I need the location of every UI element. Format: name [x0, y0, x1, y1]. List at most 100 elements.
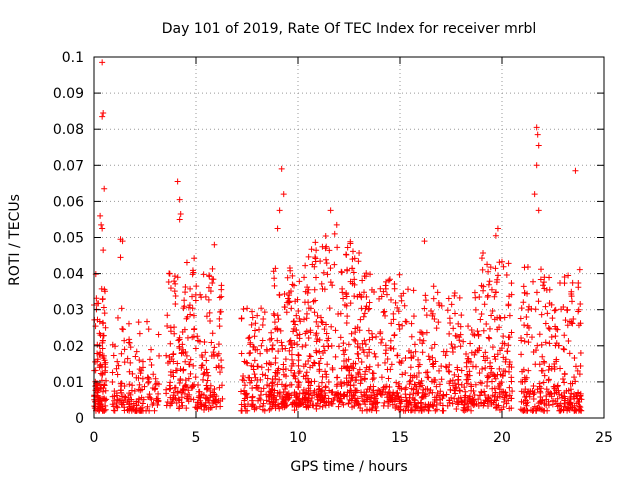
data-point	[411, 397, 418, 404]
data-point	[535, 207, 542, 214]
data-point	[259, 337, 266, 344]
data-point	[259, 371, 266, 378]
data-point	[213, 393, 220, 400]
data-point	[280, 361, 287, 368]
data-point	[376, 295, 383, 302]
data-point	[551, 383, 558, 390]
data-point	[445, 368, 452, 375]
data-point	[487, 264, 494, 271]
data-point	[118, 305, 125, 312]
data-point	[381, 359, 388, 366]
data-point	[500, 354, 507, 361]
data-point	[98, 285, 105, 292]
data-point	[533, 162, 540, 169]
data-point	[145, 379, 152, 386]
data-point	[322, 383, 329, 390]
data-point	[99, 388, 106, 395]
data-point	[518, 351, 525, 358]
data-point	[260, 400, 267, 407]
data-point	[245, 335, 252, 342]
data-point	[478, 255, 485, 262]
data-point	[126, 368, 133, 375]
data-point	[168, 356, 175, 363]
data-point	[576, 406, 583, 413]
data-point	[467, 359, 474, 366]
data-point	[262, 372, 269, 379]
data-point	[544, 310, 551, 317]
data-point	[333, 374, 340, 381]
data-point	[304, 284, 311, 291]
data-point	[502, 358, 509, 365]
data-point	[446, 361, 453, 368]
data-point	[371, 395, 378, 402]
data-point	[291, 373, 298, 380]
data-point	[576, 395, 583, 402]
data-point	[457, 343, 464, 350]
data-point	[330, 396, 337, 403]
data-point	[185, 387, 192, 394]
data-point	[385, 375, 392, 382]
data-point	[411, 372, 418, 379]
data-point	[395, 308, 402, 315]
data-point	[344, 389, 351, 396]
data-point	[436, 381, 443, 388]
data-point	[154, 402, 161, 409]
data-point	[428, 345, 435, 352]
data-point	[303, 369, 310, 376]
data-point	[170, 373, 177, 380]
data-point	[259, 322, 266, 329]
data-point	[428, 378, 435, 385]
data-point	[554, 382, 561, 389]
data-point	[92, 387, 99, 394]
data-point	[542, 320, 549, 327]
data-point	[102, 324, 109, 331]
data-point	[96, 364, 103, 371]
y-tick-label: 0.05	[53, 231, 84, 247]
data-point	[177, 211, 184, 218]
data-point	[144, 318, 151, 325]
data-point	[465, 376, 472, 383]
data-point	[373, 407, 380, 414]
data-point	[345, 400, 352, 407]
data-point	[549, 315, 556, 322]
data-point	[282, 365, 289, 372]
data-point	[396, 271, 403, 278]
data-point	[190, 333, 197, 340]
data-point	[204, 369, 211, 376]
data-point	[176, 343, 183, 350]
data-point	[408, 385, 415, 392]
data-point	[269, 403, 276, 410]
data-point	[446, 315, 453, 322]
data-point	[429, 361, 436, 368]
data-point	[167, 285, 174, 292]
data-point	[568, 298, 575, 305]
data-point	[136, 381, 143, 388]
data-point	[192, 297, 199, 304]
data-point	[305, 299, 312, 306]
data-point	[386, 383, 393, 390]
data-point	[273, 396, 280, 403]
data-point	[100, 304, 107, 311]
data-point	[419, 340, 426, 347]
data-point	[500, 263, 507, 270]
data-point	[385, 402, 392, 409]
data-point	[508, 280, 515, 287]
data-point	[525, 339, 532, 346]
data-point	[287, 267, 294, 274]
data-point	[449, 377, 456, 384]
data-point	[451, 387, 458, 394]
data-point	[96, 407, 103, 414]
data-point	[125, 401, 132, 408]
data-point	[437, 388, 444, 395]
data-point	[316, 368, 323, 375]
data-point	[368, 330, 375, 337]
data-point	[387, 296, 394, 303]
data-point	[386, 398, 393, 405]
data-point	[321, 286, 328, 293]
data-point	[553, 358, 560, 365]
data-point	[241, 397, 248, 404]
data-point	[196, 394, 203, 401]
data-point	[170, 350, 177, 357]
data-point	[369, 400, 376, 407]
data-point	[98, 221, 105, 228]
